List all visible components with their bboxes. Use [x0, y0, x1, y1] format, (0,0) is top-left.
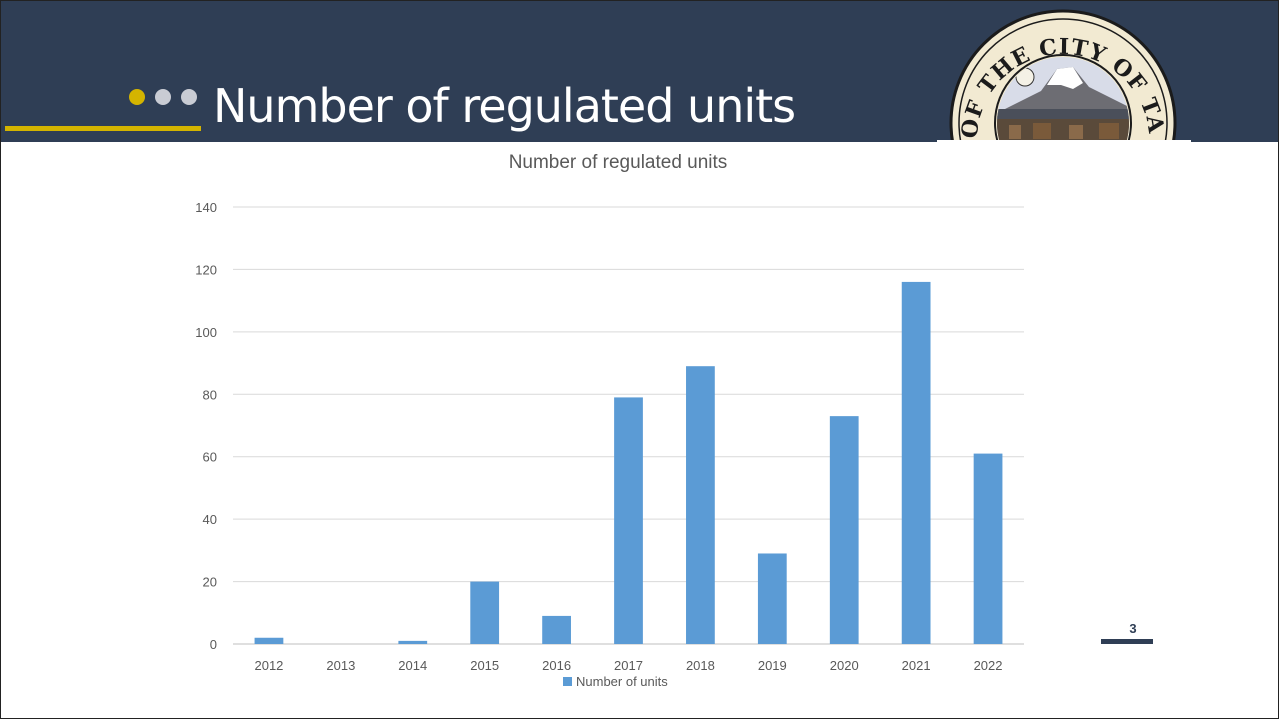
y-tick-label: 100 — [195, 325, 217, 340]
chart-legend: Number of units — [563, 674, 668, 689]
title-underline — [5, 126, 201, 131]
chart-title: Number of regulated units — [509, 152, 728, 173]
bar-2022 — [973, 453, 1003, 644]
y-tick-label: 60 — [203, 450, 217, 465]
page-number-bar — [1101, 639, 1153, 644]
bar-2012 — [254, 637, 284, 644]
dot-gray-2 — [181, 89, 197, 105]
x-tick-label: 2022 — [974, 658, 1003, 673]
bar-2016 — [542, 615, 571, 644]
x-tick-label: 2016 — [542, 658, 571, 673]
bar-2014 — [398, 640, 428, 644]
y-tick-label: 0 — [210, 637, 217, 652]
legend-swatch — [563, 677, 572, 686]
dot-yellow — [129, 89, 145, 105]
y-tick-label: 140 — [195, 200, 217, 215]
bar-2015 — [470, 581, 500, 644]
x-tick-label: 2014 — [398, 658, 427, 673]
x-tick-label: 2017 — [614, 658, 643, 673]
y-tick-label: 120 — [195, 262, 217, 277]
bar-2020 — [829, 416, 859, 644]
y-tick-label: 20 — [203, 575, 217, 590]
bar-2017 — [614, 397, 643, 644]
x-tick-label: 2015 — [470, 658, 499, 673]
x-tick-label: 2020 — [830, 658, 859, 673]
dot-gray-1 — [155, 89, 171, 105]
bar-2021 — [901, 281, 931, 644]
y-tick-label: 40 — [203, 512, 217, 527]
legend-label: Number of units — [576, 674, 668, 689]
page-number: 3 — [1129, 621, 1137, 636]
seal-divider — [937, 140, 1191, 144]
x-tick-label: 2012 — [254, 658, 283, 673]
city-seal-logo: SEAL OF THE CITY OF TACOMA — [949, 5, 1177, 142]
slide-title: Number of regulated units — [213, 79, 796, 133]
y-tick-label: 80 — [203, 387, 217, 402]
bar-2019 — [757, 553, 787, 644]
x-tick-label: 2013 — [326, 658, 355, 673]
x-tick-label: 2021 — [902, 658, 931, 673]
x-tick-label: 2018 — [686, 658, 715, 673]
bar-chart: Number of regulated units 0 20 40 60 80 100 12… — [195, 152, 1024, 689]
x-tick-label: 2019 — [758, 658, 787, 673]
bar-2018 — [686, 366, 715, 644]
